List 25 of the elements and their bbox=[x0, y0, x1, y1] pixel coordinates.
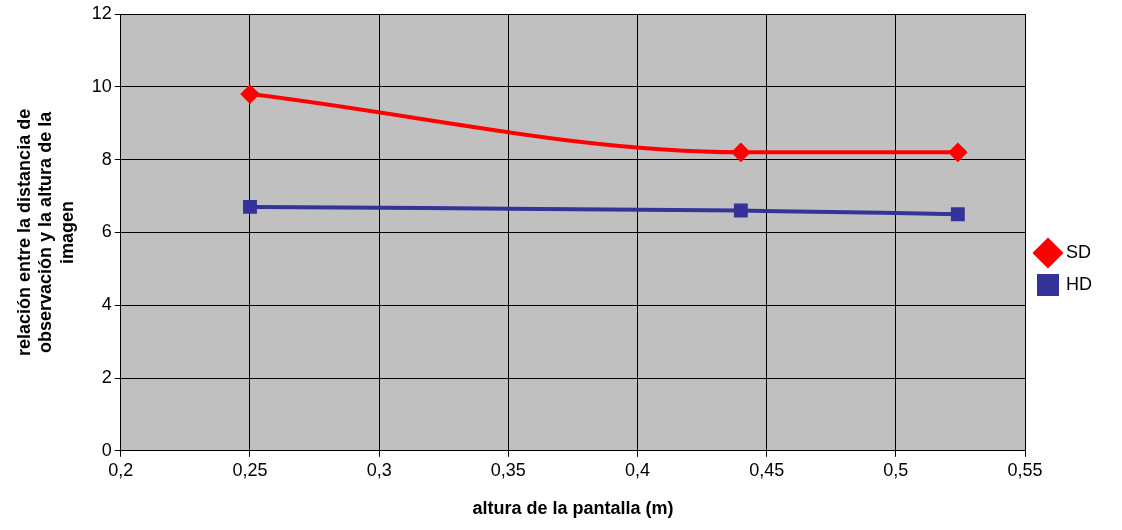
y-tick-label: 0 bbox=[101, 439, 112, 460]
x-tick-label: 0,5 bbox=[883, 459, 909, 480]
x-tick-label: 0,3 bbox=[366, 459, 392, 480]
x-axis-title: altura de la pantalla (m) bbox=[472, 498, 674, 519]
point bbox=[950, 207, 965, 222]
point bbox=[733, 203, 748, 218]
x-tick-label: 0,45 bbox=[749, 459, 785, 480]
y-tick-label: 10 bbox=[91, 75, 112, 96]
y-tick-label: 12 bbox=[91, 2, 112, 23]
point bbox=[731, 143, 750, 162]
y-tick-label: 2 bbox=[101, 366, 112, 387]
x-tick-label: 0,55 bbox=[1007, 459, 1043, 480]
point bbox=[948, 143, 967, 162]
x-tick-label: 0,35 bbox=[490, 459, 526, 480]
y-tick-label: 6 bbox=[101, 221, 112, 242]
point bbox=[240, 85, 259, 104]
legend-label: SD bbox=[1066, 241, 1092, 262]
x-tick-label: 0,25 bbox=[232, 459, 268, 480]
legend-label: HD bbox=[1066, 273, 1092, 294]
y-tick-label: 8 bbox=[101, 148, 112, 169]
x-tick-label: 0,4 bbox=[624, 459, 651, 480]
y-axis-title: relación entre la distancia de observación y la altura de la imagen bbox=[13, 108, 77, 356]
y-tick-label: 4 bbox=[101, 294, 112, 315]
point bbox=[243, 199, 257, 214]
x-tick-label: 0,2 bbox=[108, 459, 134, 480]
